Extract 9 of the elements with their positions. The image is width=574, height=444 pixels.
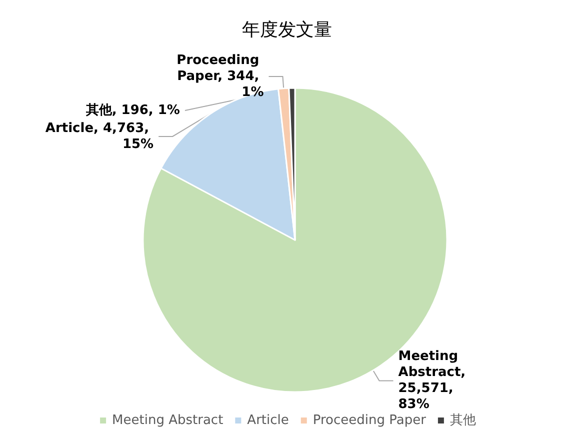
legend-label: Proceeding Paper	[312, 413, 427, 428]
chart-title: 年度发文量	[242, 20, 332, 40]
data-label: Proceeding Paper, 344, 1%	[176, 52, 264, 100]
data-label: 其他, 196, 1%	[84, 102, 180, 118]
data-label: Meeting Abstract, 25,571, 83%	[398, 349, 470, 412]
data-label: Article, 4,763, 15%	[45, 120, 154, 152]
legend-label: Article	[247, 413, 289, 428]
legend-label: Meeting Abstract	[112, 413, 224, 428]
legend-label: 其他	[450, 413, 476, 428]
